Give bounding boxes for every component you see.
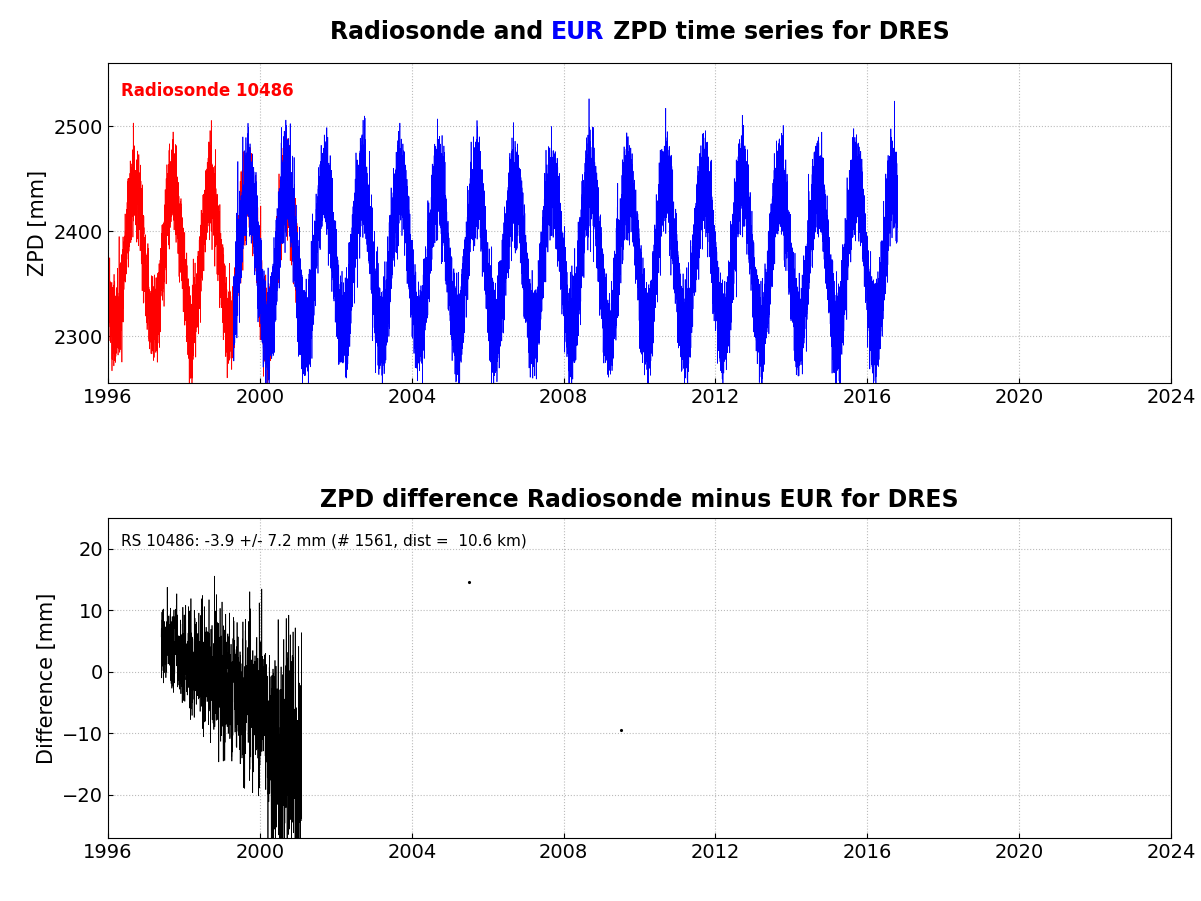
Text: RS 10486: -3.9 +/- 7.2 mm (# 1561, dist =  10.6 km): RS 10486: -3.9 +/- 7.2 mm (# 1561, dist …	[121, 533, 526, 549]
Y-axis label: Difference [mm]: Difference [mm]	[37, 592, 56, 763]
Text: Radiosonde 10486: Radiosonde 10486	[121, 82, 293, 100]
Text: EUR: EUR	[551, 20, 604, 44]
Y-axis label: ZPD [mm]: ZPD [mm]	[29, 170, 48, 277]
Text: Radiosonde and: Radiosonde and	[330, 20, 551, 44]
Title: ZPD difference Radiosonde minus EUR for DRES: ZPD difference Radiosonde minus EUR for …	[321, 487, 958, 512]
Text: ZPD time series for DRES: ZPD time series for DRES	[604, 20, 949, 44]
